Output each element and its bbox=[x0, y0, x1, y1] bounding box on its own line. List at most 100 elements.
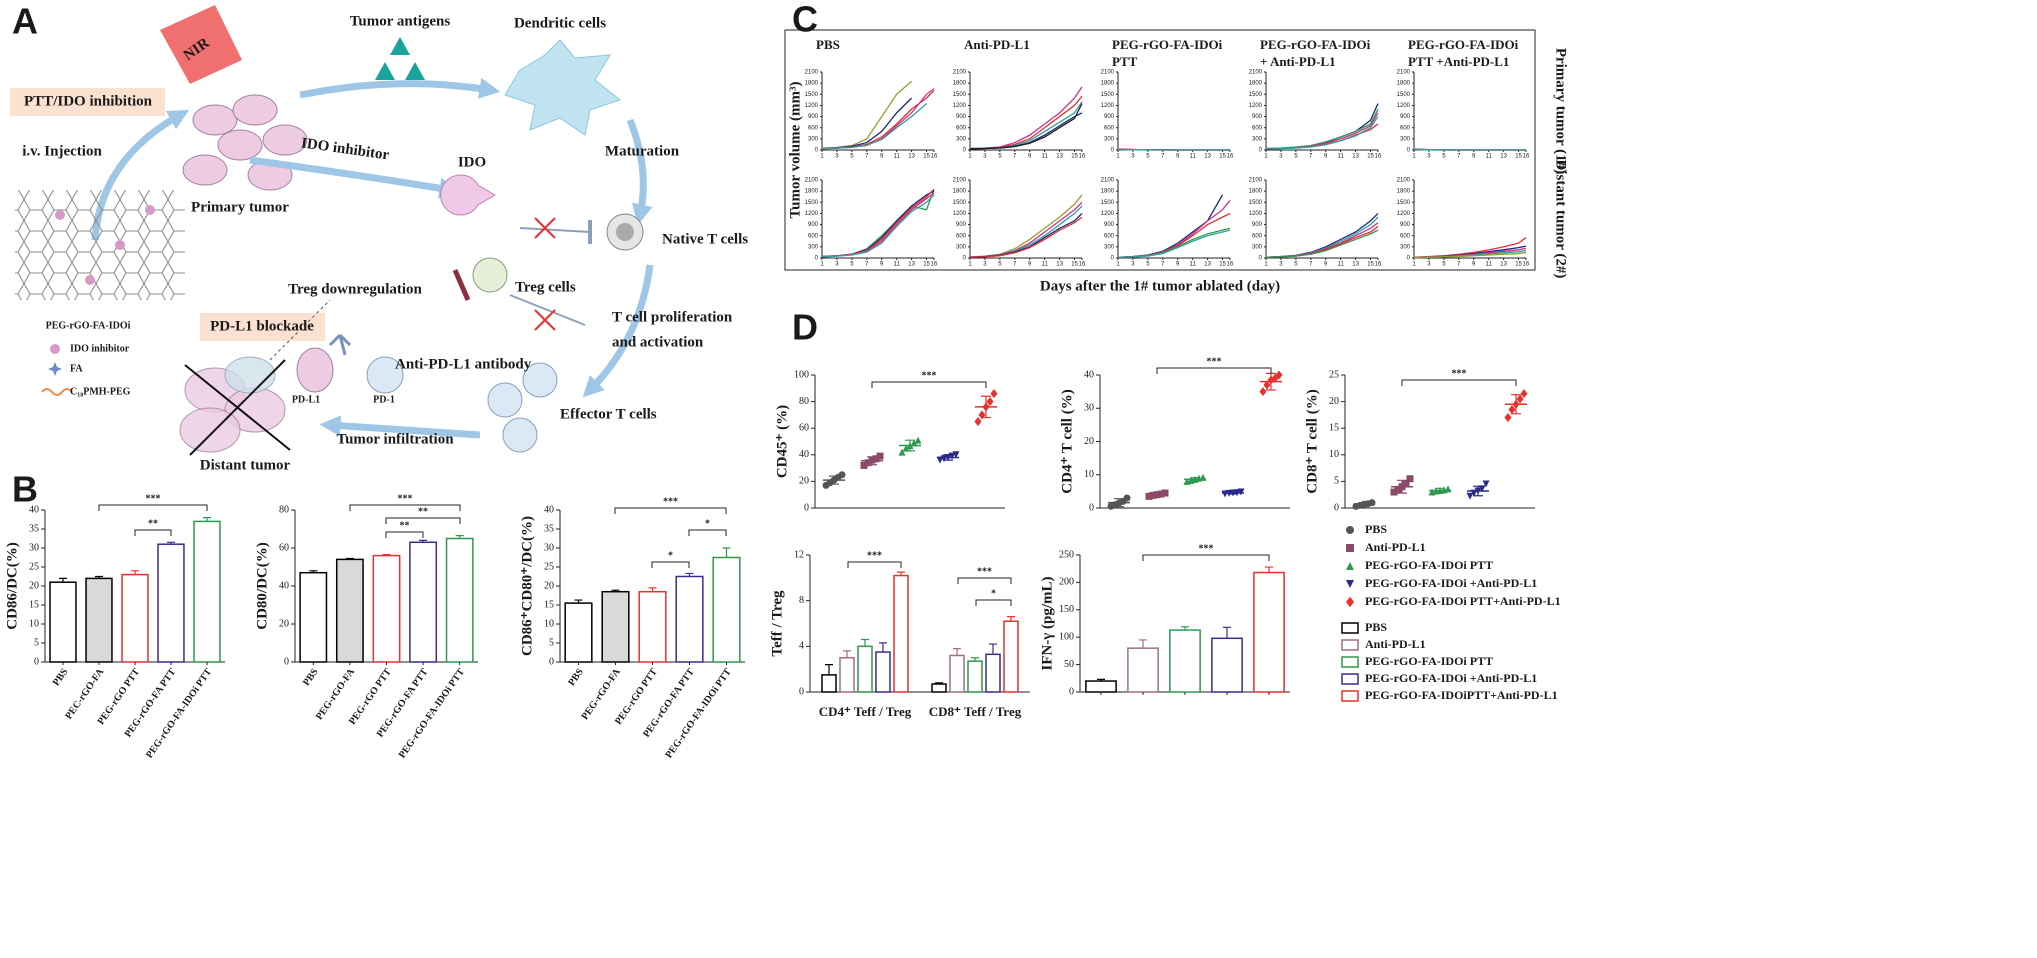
y-tick-label: 20 bbox=[279, 618, 289, 629]
legend-label: PBS bbox=[1365, 620, 1387, 634]
diagram-label: Dendritic cells bbox=[514, 15, 606, 31]
drug bbox=[145, 205, 155, 215]
error-bar bbox=[825, 664, 833, 675]
y-tick-label: 900 bbox=[1104, 222, 1115, 228]
legend-swatch bbox=[1341, 690, 1359, 702]
significance-label: * bbox=[668, 550, 673, 561]
x-tick-label: 3 bbox=[1427, 262, 1431, 268]
y-tick-label: 60 bbox=[279, 542, 289, 553]
error-bar bbox=[1511, 394, 1521, 415]
y-tick-label: 900 bbox=[1400, 222, 1411, 228]
y-tick-label: 1200 bbox=[1397, 211, 1411, 217]
bar bbox=[121, 573, 149, 663]
data-point bbox=[876, 452, 884, 460]
x-tick-label: 11 bbox=[894, 154, 901, 160]
row-label: Primary tumor (1#) bbox=[1553, 48, 1569, 174]
y-tick-label: 600 bbox=[1252, 233, 1263, 239]
bar bbox=[875, 651, 891, 693]
y-tick-label: 300 bbox=[956, 244, 967, 250]
y-tick-label: 300 bbox=[956, 136, 967, 142]
y-tick-label: 10 bbox=[29, 618, 39, 629]
data-point bbox=[1504, 413, 1512, 423]
y-tick-label: 2100 bbox=[805, 70, 819, 76]
line-series bbox=[969, 101, 1083, 150]
y-tick-label: 0 bbox=[284, 656, 289, 667]
data-point bbox=[1271, 373, 1279, 383]
y-tick-label: 1500 bbox=[1397, 200, 1411, 206]
chart-title: PEG-rGO-FA-IDOi bbox=[1112, 37, 1223, 52]
legend-label: PEG-rGO-FA-IDOi PTT+Anti-PD-L1 bbox=[1365, 594, 1561, 608]
significance-bracket bbox=[385, 531, 424, 538]
x-tick-label: 7 bbox=[1457, 154, 1461, 160]
error-bar bbox=[843, 650, 851, 658]
line-series bbox=[1265, 103, 1379, 150]
bar bbox=[1085, 680, 1117, 693]
y-tick-label: 1500 bbox=[805, 92, 819, 98]
y-tick-label: 200 bbox=[1059, 577, 1074, 588]
inhibit bbox=[519, 227, 591, 233]
line-series bbox=[1413, 251, 1527, 259]
tumor-cell bbox=[262, 124, 308, 156]
panel-letter: A bbox=[12, 1, 38, 42]
error-bar bbox=[953, 648, 961, 656]
significance-bracket bbox=[98, 504, 208, 511]
bar bbox=[675, 575, 704, 663]
legend-icon bbox=[41, 388, 73, 396]
y-tick-label: 600 bbox=[1400, 125, 1411, 131]
diagram-label: C₁₈PMH-PEG bbox=[70, 386, 131, 397]
x-tick-label: 13 bbox=[908, 154, 915, 160]
diagram-label: PEG-rGO-FA-IDOi bbox=[46, 320, 131, 331]
x-tick-label: 5 bbox=[998, 262, 1002, 268]
chart-title: PTT +Anti-PD-L1 bbox=[1408, 54, 1509, 69]
legend-label: Anti-PD-L1 bbox=[1365, 637, 1426, 651]
legend-marker bbox=[1346, 544, 1354, 552]
x-tick-label: 1 bbox=[1264, 154, 1268, 160]
bar bbox=[967, 660, 983, 693]
x-tick-label: 13 bbox=[1352, 154, 1359, 160]
x-tick-label: 1 bbox=[1116, 154, 1120, 160]
x-tick-label: PEG-rGO-FA-IDOi PTT bbox=[397, 666, 467, 760]
bar bbox=[85, 577, 113, 663]
y-tick-label: 35 bbox=[29, 523, 39, 534]
y-tick-label: 0 bbox=[1111, 148, 1115, 154]
data-point bbox=[1368, 499, 1376, 507]
data-point bbox=[1237, 488, 1245, 496]
y-tick-label: 900 bbox=[808, 114, 819, 120]
data-point bbox=[860, 461, 868, 469]
y-tick-label: 600 bbox=[1104, 233, 1115, 239]
x-tick-label: 15 bbox=[1515, 262, 1522, 268]
arrow bbox=[299, 77, 501, 99]
significance-bracket bbox=[614, 507, 727, 514]
line-series bbox=[821, 103, 927, 150]
x-tick-label: PBS bbox=[301, 666, 321, 688]
y-tick-label: 1500 bbox=[953, 92, 967, 98]
x-tick-label: 1 bbox=[1116, 262, 1120, 268]
x-tick-label: 16 bbox=[1523, 154, 1530, 160]
x-tick-label: 9 bbox=[1324, 262, 1328, 268]
chart-title: Anti-PD-L1 bbox=[964, 37, 1030, 52]
y-tick-label: 600 bbox=[808, 233, 819, 239]
y-axis-label: CD86/DC(%) bbox=[4, 542, 20, 630]
diagram-label: Treg cells bbox=[515, 279, 576, 295]
x-tick-label: 11 bbox=[1042, 262, 1049, 268]
x-tick-label: 7 bbox=[1309, 262, 1313, 268]
y-tick-label: 15 bbox=[29, 599, 39, 610]
y-tick-label: 2100 bbox=[1101, 178, 1115, 184]
y-tick-label: 300 bbox=[808, 136, 819, 142]
bar bbox=[1253, 571, 1285, 693]
x-tick-label: 5 bbox=[850, 154, 854, 160]
data-point bbox=[902, 444, 910, 452]
chart-title: PEG-rGO-FA-IDOi bbox=[1260, 37, 1371, 52]
x-tick-label: 9 bbox=[880, 154, 884, 160]
error-bar bbox=[1265, 566, 1273, 573]
x-tick-label: 3 bbox=[835, 154, 839, 160]
y-tick-label: 1200 bbox=[805, 211, 819, 217]
legend-swatch bbox=[1341, 656, 1359, 668]
line-series bbox=[1117, 212, 1231, 258]
significance-bracket bbox=[651, 561, 690, 568]
x-tick-label: 7 bbox=[1013, 262, 1017, 268]
y-tick-label: 0 bbox=[815, 256, 819, 262]
significance-label: ** bbox=[400, 520, 410, 531]
error-bar bbox=[1397, 479, 1407, 494]
row-label: Distant tumor (2#) bbox=[1553, 160, 1569, 279]
